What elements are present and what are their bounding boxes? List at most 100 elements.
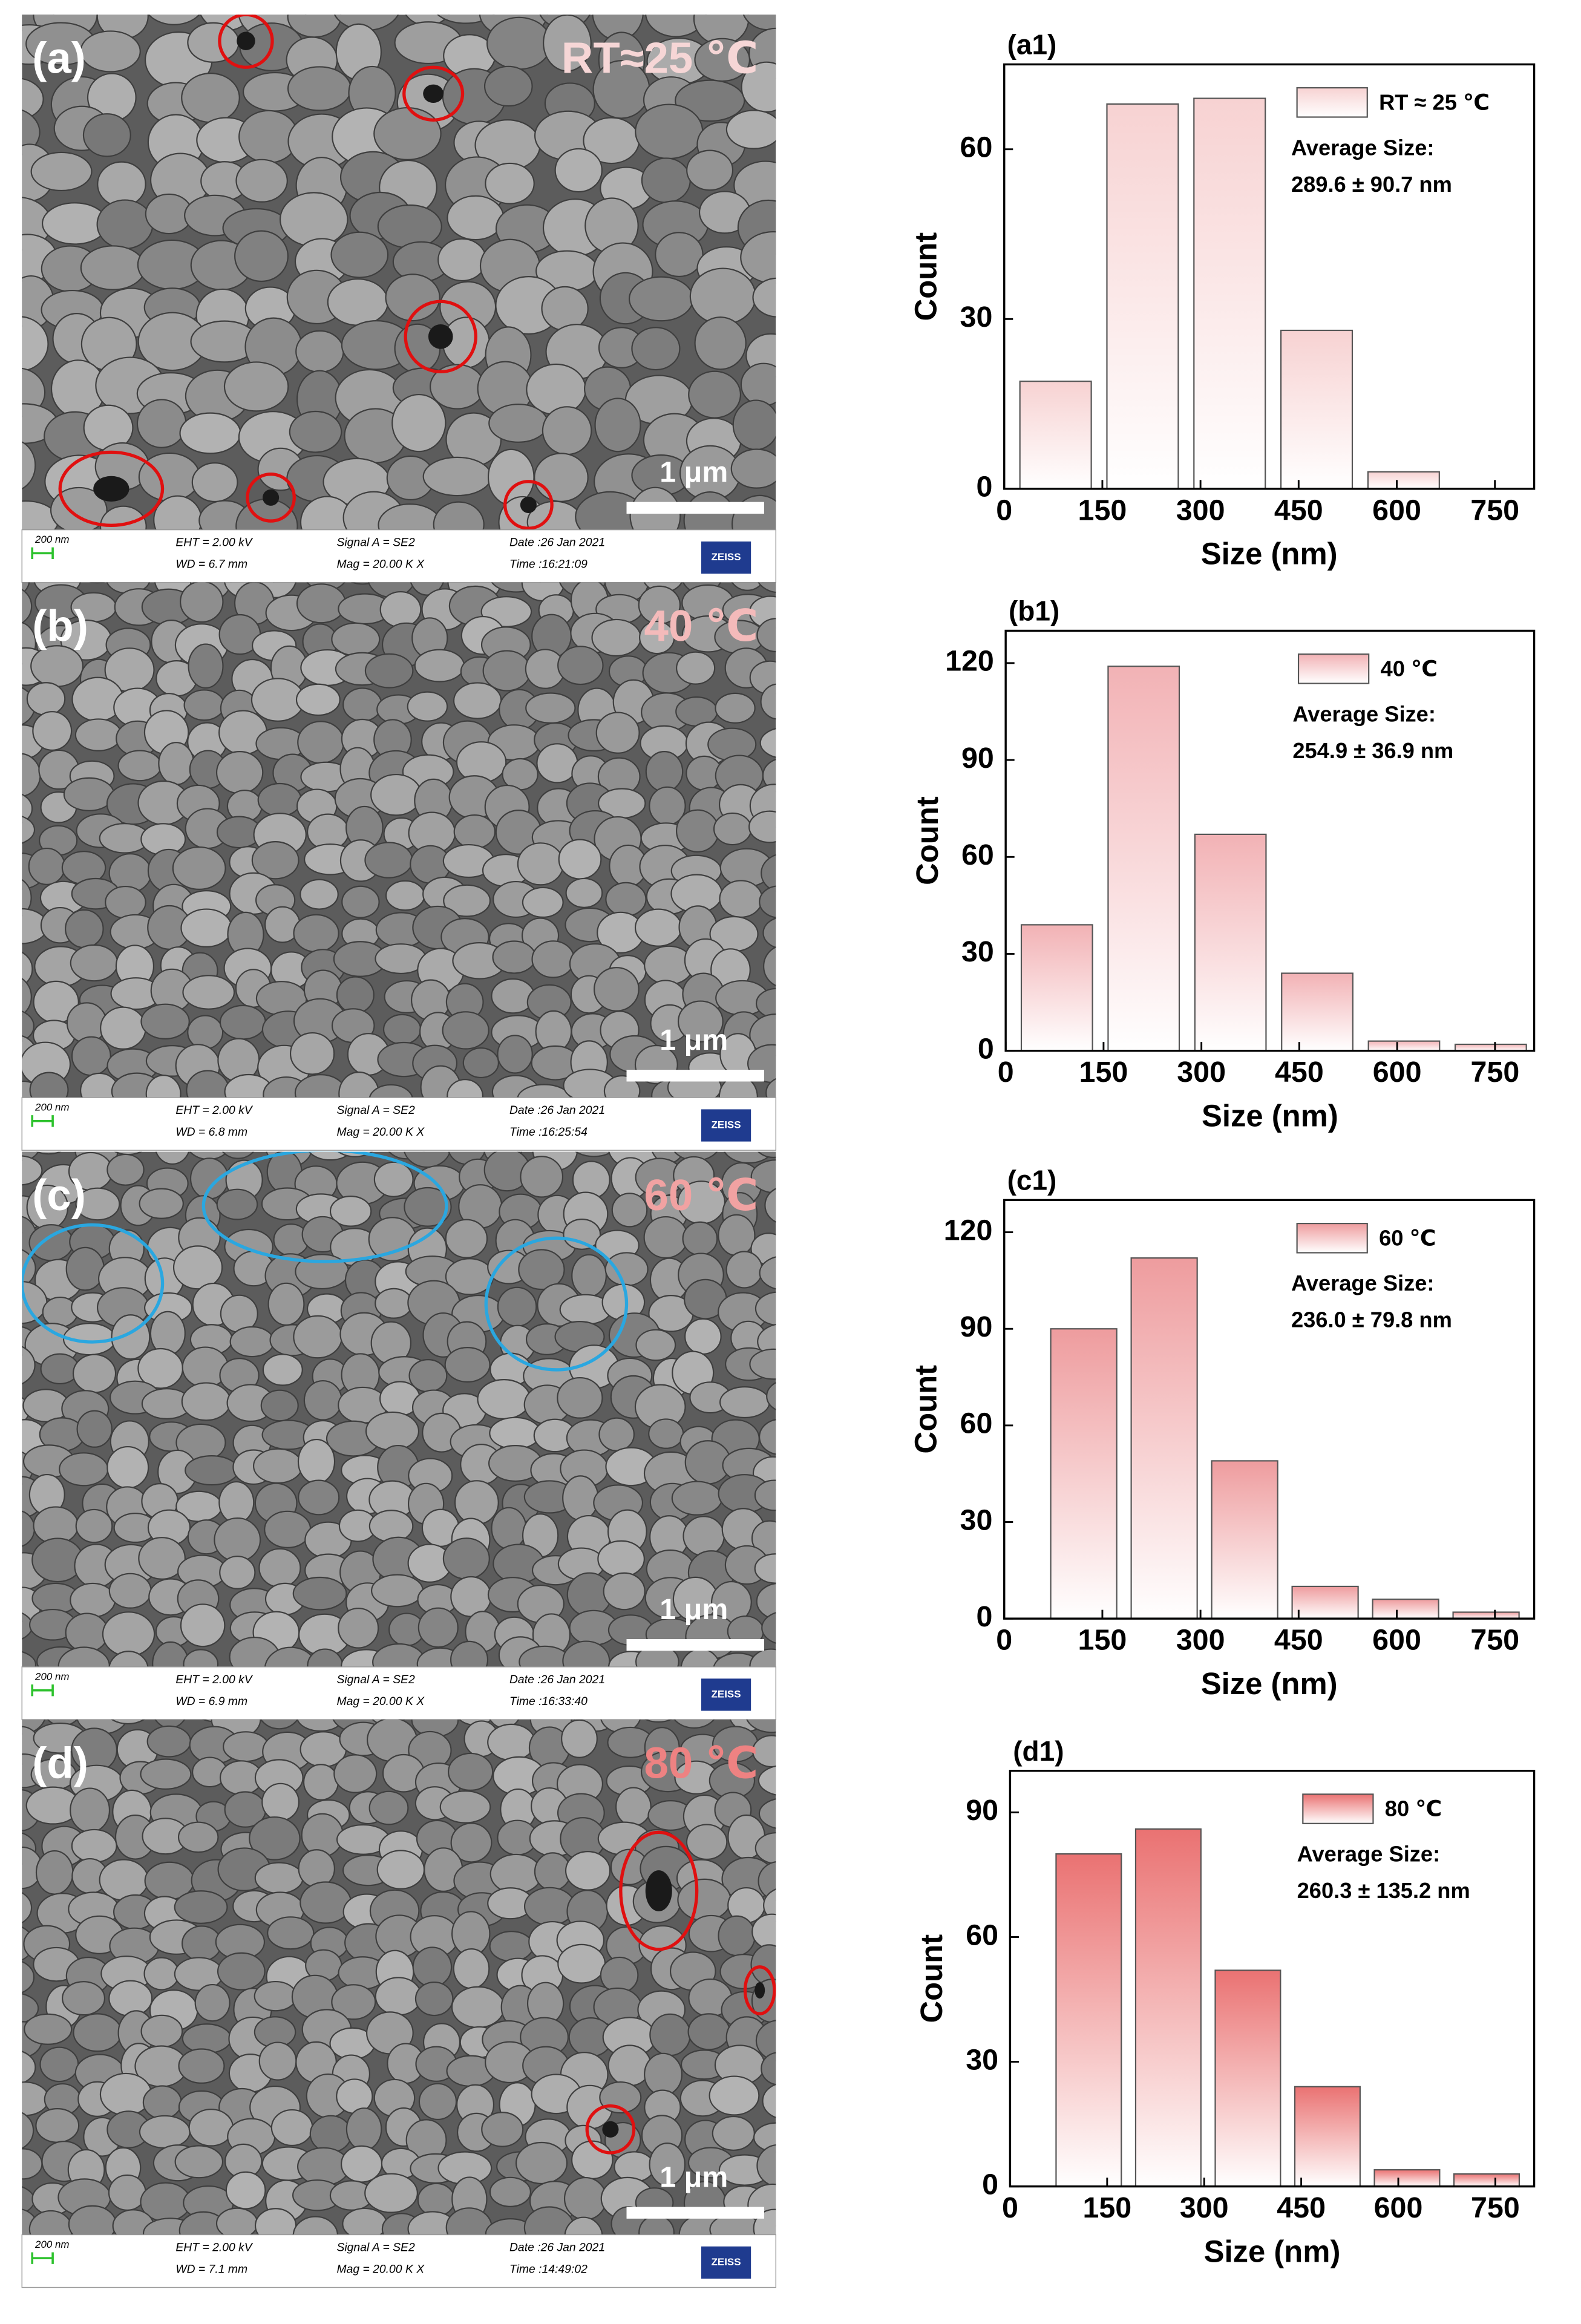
grain bbox=[686, 1824, 728, 1861]
grain bbox=[644, 1720, 672, 1723]
info-bar bbox=[21, 1097, 777, 1151]
x-tick-label: 600 bbox=[1374, 2191, 1423, 2224]
grain bbox=[635, 103, 704, 160]
pore bbox=[520, 496, 537, 514]
grain bbox=[565, 1851, 611, 1891]
grain bbox=[22, 793, 33, 823]
grain bbox=[482, 650, 531, 692]
grain bbox=[22, 2081, 50, 2116]
info-date: Date :26 Jan 2021 bbox=[509, 1673, 605, 1686]
histogram-bar bbox=[1280, 329, 1354, 489]
grain bbox=[595, 712, 640, 754]
y-tick-label: 30 bbox=[966, 2043, 998, 2076]
sem-image bbox=[22, 582, 776, 1098]
grain bbox=[746, 1720, 776, 1733]
grain bbox=[604, 1252, 649, 1286]
highlight-ring bbox=[402, 65, 465, 122]
grain bbox=[762, 917, 776, 949]
y-axis-label: Count bbox=[908, 1365, 943, 1454]
grain bbox=[719, 880, 763, 918]
panel-label: (a) bbox=[32, 34, 86, 83]
sem-panel: (b) 40 ℃ 1 μm 200 nm EHT = 2.00 kV WD = 6.8 m… bbox=[21, 582, 777, 1151]
grain bbox=[187, 22, 240, 63]
grain bbox=[260, 1720, 298, 1730]
grain bbox=[450, 1640, 489, 1667]
grain bbox=[108, 1651, 149, 1667]
grain bbox=[251, 841, 300, 880]
grain bbox=[331, 1984, 376, 2020]
grain bbox=[730, 448, 776, 489]
grain bbox=[445, 1219, 488, 1259]
histogram-bar bbox=[1291, 1585, 1359, 1620]
grain bbox=[518, 1249, 565, 1291]
grain bbox=[179, 412, 241, 454]
pore bbox=[428, 324, 453, 349]
grain bbox=[338, 1608, 379, 1649]
scale-bar-label: 1 μm bbox=[660, 1593, 728, 1626]
y-tick-label: 60 bbox=[961, 839, 994, 871]
grain bbox=[296, 583, 347, 624]
grain bbox=[557, 646, 604, 686]
y-axis-label: Count bbox=[908, 232, 943, 321]
grain bbox=[295, 330, 344, 373]
grain bbox=[180, 1603, 226, 1648]
grain bbox=[751, 1913, 776, 1950]
grain bbox=[598, 1417, 635, 1452]
grain bbox=[364, 842, 413, 879]
grain bbox=[297, 1438, 336, 1485]
grain bbox=[172, 846, 226, 890]
grain bbox=[270, 2109, 313, 2147]
grain bbox=[489, 1416, 542, 1450]
zeiss-logo bbox=[701, 541, 751, 574]
grain bbox=[59, 1452, 109, 1487]
grain bbox=[755, 2020, 776, 2062]
grain bbox=[404, 1151, 451, 1168]
grain bbox=[295, 683, 341, 716]
grain bbox=[571, 1254, 607, 1297]
grain bbox=[22, 1010, 34, 1042]
grain bbox=[718, 1915, 756, 1957]
x-tick-label: 450 bbox=[1274, 494, 1323, 526]
grain bbox=[177, 1821, 219, 1853]
y-tick-label: 0 bbox=[982, 2168, 998, 2201]
grain bbox=[40, 1353, 80, 1385]
grain bbox=[684, 1318, 722, 1355]
grain bbox=[140, 1758, 192, 1790]
grain bbox=[754, 1479, 776, 1511]
highlight-ring bbox=[218, 15, 274, 69]
grain bbox=[76, 1410, 113, 1448]
grain bbox=[289, 410, 342, 453]
grain bbox=[183, 689, 225, 721]
grain bbox=[758, 1765, 776, 1796]
grain bbox=[731, 582, 764, 591]
grain bbox=[174, 2145, 224, 2179]
grain bbox=[442, 1537, 490, 1580]
grain bbox=[522, 886, 564, 918]
grain bbox=[22, 816, 36, 844]
grain bbox=[443, 884, 491, 917]
grain bbox=[753, 2122, 776, 2153]
info-bar bbox=[21, 2234, 777, 2288]
grain bbox=[22, 1993, 39, 2024]
histogram-bar bbox=[1050, 1328, 1118, 1620]
info-signal: Signal A = SE2 bbox=[336, 2241, 414, 2254]
pore bbox=[602, 2121, 619, 2138]
x-tick-label: 450 bbox=[1275, 1056, 1324, 1088]
info-eht: EHT = 2.00 kV bbox=[175, 1673, 253, 1686]
grain bbox=[140, 2014, 183, 2048]
grain bbox=[368, 1084, 413, 1098]
panel-label: (b) bbox=[32, 601, 88, 650]
grain bbox=[143, 1957, 180, 1991]
chart-title: (b1) bbox=[1009, 595, 1059, 627]
grain bbox=[377, 204, 442, 249]
grain bbox=[687, 2013, 731, 2051]
grain bbox=[750, 1159, 776, 1194]
grain bbox=[22, 951, 33, 987]
x-tick-label: 450 bbox=[1274, 1624, 1323, 1657]
annotation: Average Size: bbox=[1291, 135, 1435, 160]
x-tick-label: 600 bbox=[1372, 1624, 1421, 1657]
info-mag: Mag = 20.00 K X bbox=[336, 558, 425, 571]
grain bbox=[22, 2051, 36, 2084]
grain bbox=[725, 1251, 763, 1289]
sem-panel: (d) 80 ℃ 1 μm 200 nm EHT = 2.00 kV WD = 7.1 m… bbox=[21, 1720, 777, 2288]
